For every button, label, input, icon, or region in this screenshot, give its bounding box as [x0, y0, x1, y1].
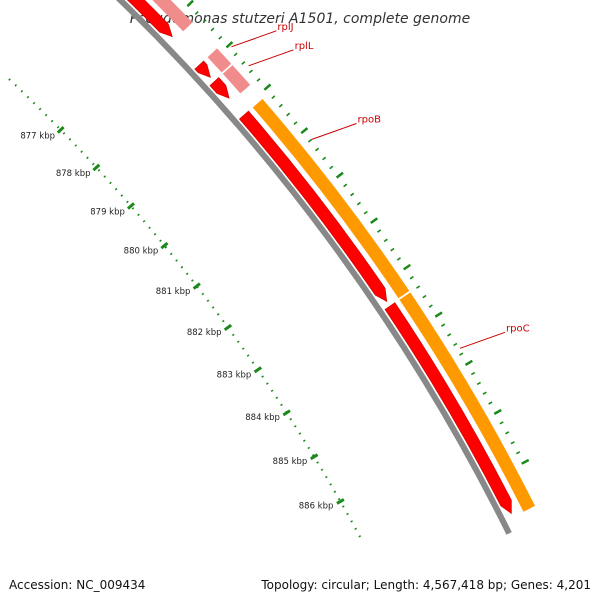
feature-tracks	[115, 0, 535, 535]
minor-scale-mark	[505, 431, 510, 435]
minor-scale-mark	[409, 275, 414, 280]
minor-scale-mark	[453, 342, 458, 347]
scale-tick-label: 882 kbp	[187, 328, 222, 338]
accession-label: Accession: NC_009434	[9, 578, 146, 592]
minor-scale-mark	[300, 127, 309, 135]
minor-scale-mark	[363, 210, 368, 215]
minor-scale-mark	[263, 83, 272, 91]
minor-scale-mark	[293, 121, 298, 126]
minor-scale-mark	[521, 458, 530, 465]
scale-tick	[253, 366, 263, 374]
scale-tick-label: 885 kbp	[273, 457, 308, 467]
genome-summary: Topology: circular; Length: 4,567,418 bp…	[261, 578, 591, 592]
scale-tick-label: 881 kbp	[156, 287, 191, 297]
minor-scale-mark	[515, 451, 521, 455]
scale-tick-label: 886 kbp	[299, 501, 334, 511]
minor-scale-mark	[194, 11, 199, 15]
scale-tick	[192, 282, 201, 290]
scale-tick	[126, 202, 135, 210]
scale-dotted-ring	[8, 78, 362, 539]
minor-scale-mark	[248, 69, 253, 74]
cds-band-rplJ	[207, 48, 232, 73]
scale-tick	[282, 409, 291, 417]
minor-scale-mark	[377, 229, 382, 233]
minor-scale-mark	[396, 257, 401, 261]
gene-label-rpoB: rpoB	[358, 115, 382, 126]
scale-tick-label: 883 kbp	[217, 370, 252, 380]
minor-scale-mark	[218, 35, 223, 40]
minor-scale-mark	[428, 304, 433, 308]
genome-backbone	[115, 0, 512, 535]
gene-arrow-rplL	[209, 77, 230, 99]
scale-tick-label: 879 kbp	[90, 207, 125, 217]
gene-arrow-rplA	[126, 0, 173, 38]
minor-scale-mark	[493, 408, 502, 415]
gene-arrow-rplJ	[194, 60, 211, 78]
minor-scale-mark	[286, 112, 291, 117]
minor-scale-mark	[402, 263, 412, 271]
scale-tick-label: 884 kbp	[245, 413, 280, 423]
genome-title: Pseudomonas stutzeri A1501, complete gen…	[130, 11, 470, 27]
minor-scale-mark	[422, 294, 427, 299]
gene-label-leader	[459, 331, 506, 349]
cds-band-rplA	[152, 0, 193, 32]
minor-scale-mark	[241, 61, 246, 65]
gene-label-leader	[248, 49, 294, 67]
gene-label-leader	[311, 123, 357, 140]
minor-scale-mark	[447, 333, 452, 337]
minor-scale-mark	[464, 359, 473, 366]
minor-scale-mark	[390, 247, 395, 252]
minor-scale-mark	[329, 165, 334, 170]
scale-tick	[92, 163, 101, 172]
scale-tick	[309, 453, 319, 461]
scale-ring: 877 kbp 878 kbp 879 kbp 880 kbp 881 kbp 882 k…	[8, 0, 530, 539]
minor-scale-mark	[476, 381, 482, 386]
gene-label-rplJ: rplJ	[277, 22, 293, 33]
minor-scale-mark	[233, 52, 238, 57]
minor-scale-mark	[459, 352, 464, 356]
minor-scale-mark	[210, 27, 215, 32]
minor-scale-mark	[370, 217, 379, 225]
minor-scale-mark	[434, 311, 443, 318]
gene-label-rpoC: rpoC	[506, 323, 530, 334]
minor-scale-mark	[202, 19, 207, 24]
scale-tick	[223, 323, 233, 332]
minor-scale-mark	[335, 171, 344, 179]
minor-scale-mark	[416, 285, 421, 289]
scale-tick	[336, 498, 345, 505]
scale-tick	[160, 241, 169, 250]
minor-scale-mark	[470, 371, 476, 376]
minor-scale-mark	[383, 238, 388, 243]
scale-tick-label: 877 kbp	[20, 132, 55, 142]
scale-tick	[56, 125, 65, 134]
minor-scale-mark	[356, 201, 361, 206]
gene-labels: rplArplJrplLrpoBrpoC	[231, 22, 530, 349]
cds-band-rplL	[222, 65, 251, 94]
cds-band-rpoB	[252, 99, 410, 299]
minor-scale-mark	[256, 77, 261, 82]
minor-scale-mark	[278, 103, 283, 108]
gene-arrow-rpoC	[384, 302, 512, 515]
minor-scale-mark	[510, 441, 515, 445]
gene-label-leader	[231, 30, 277, 48]
minor-scale-mark	[322, 156, 327, 161]
minor-scale-mark	[225, 41, 234, 49]
gene-arrow-rpoB	[238, 110, 388, 302]
minor-scale-mark	[440, 323, 446, 327]
scale-tick-label: 880 kbp	[124, 247, 159, 257]
minor-scale-mark	[307, 138, 313, 143]
minor-scale-mark	[482, 391, 487, 395]
minor-scale-mark	[488, 401, 493, 405]
minor-scale-mark	[186, 0, 194, 8]
scale-tick-label: 878 kbp	[56, 169, 91, 179]
minor-scale-mark	[350, 192, 355, 197]
minor-scale-mark	[499, 421, 504, 425]
gene-label-rplL: rplL	[295, 41, 314, 52]
minor-scale-mark	[343, 183, 348, 188]
cds-band-rpoC	[399, 292, 535, 512]
minor-scale-mark	[314, 147, 320, 152]
minor-scale-mark	[271, 95, 276, 100]
